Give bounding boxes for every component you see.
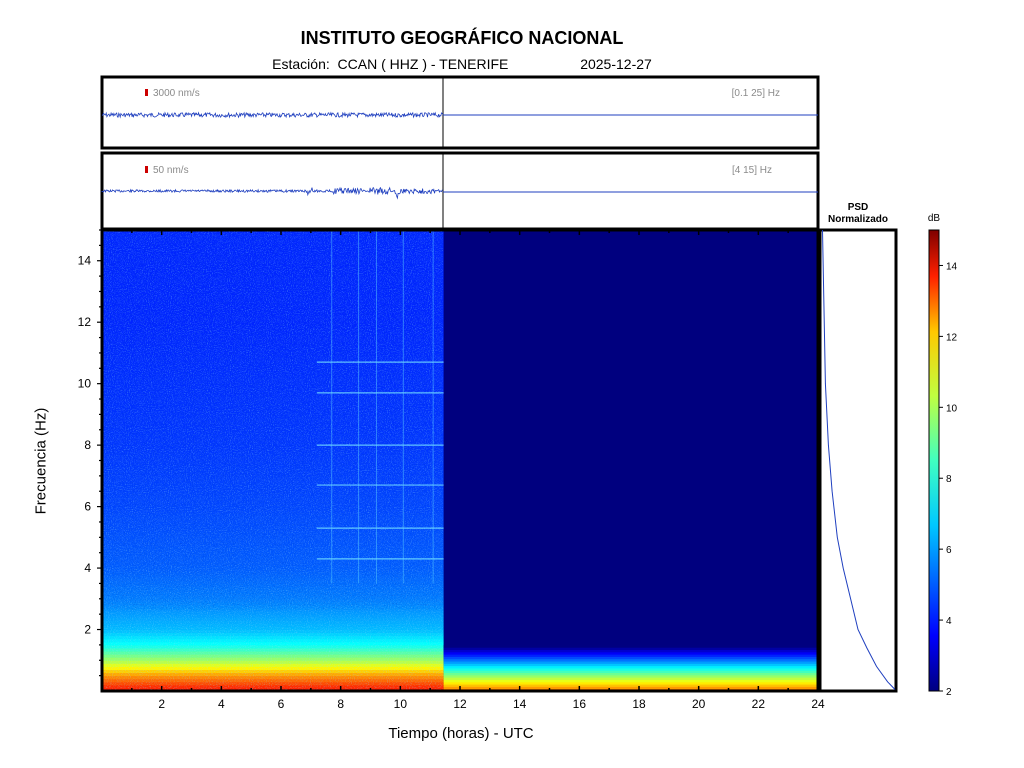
spectrogram-gap-row xyxy=(443,661,818,664)
spectrogram-gap-row xyxy=(443,679,818,683)
spectrogram-gap-row xyxy=(443,672,818,676)
spectrogram-gap-row xyxy=(443,651,818,655)
station-date: 2025-12-27 xyxy=(580,56,652,72)
x-axis-ticks: 2 4 6 8 10 12 14 16 18 20 22 24 xyxy=(131,230,825,711)
colorbar-tick-label: 12 xyxy=(946,332,958,343)
spectrogram-gap-row xyxy=(443,649,818,653)
scale-label-2: 50 nm/s xyxy=(153,165,189,176)
spectrogram-gap-row xyxy=(443,674,818,678)
colorbar: 2 4 6 8 10 12 14 xyxy=(928,229,958,698)
colorbar-tick-label: 6 xyxy=(946,545,952,556)
x-tick-label: 4 xyxy=(218,697,225,711)
spectrogram-gap-row xyxy=(443,647,818,651)
colorbar-tick-label: 14 xyxy=(946,261,958,272)
x-tick-label: 16 xyxy=(573,697,587,711)
psd-panel xyxy=(818,228,898,693)
station-name: CCAN ( HHZ ) - TENERIFE xyxy=(337,56,509,72)
psd-curve xyxy=(822,229,896,690)
spectrogram-gap-row xyxy=(443,665,818,669)
scale-label-1: 3000 nm/s xyxy=(153,88,200,99)
y-tick-label: 6 xyxy=(84,500,91,514)
spectrogram-noise-dark xyxy=(102,230,443,610)
scale-marker-2 xyxy=(145,166,148,173)
spectrogram-gap-row xyxy=(443,686,818,690)
colorbar-tick-label: 8 xyxy=(946,474,952,485)
x-tick-label: 14 xyxy=(513,697,527,711)
station-prefix: Estación: xyxy=(272,56,330,72)
spectrogram-gap-row xyxy=(443,656,818,660)
y-tick-label: 12 xyxy=(78,315,92,329)
psd-title-line2: Normalizado xyxy=(827,214,888,225)
psd-title-line1: PSD xyxy=(847,202,869,213)
spectrogram-gap-row xyxy=(443,644,818,648)
trace-path xyxy=(101,111,444,119)
x-tick-label: 18 xyxy=(632,697,646,711)
trace-panel-filtered: 50 nm/s [4 15] Hz xyxy=(100,151,820,231)
seismic-trace-1 xyxy=(101,111,444,119)
spectrogram-gap-row xyxy=(443,684,818,687)
spectrogram-gap-row xyxy=(443,663,818,667)
station-subtitle: Estación: CCAN ( HHZ ) - TENERIFE 2025-1… xyxy=(0,56,924,72)
colorbar-tick-label: 2 xyxy=(946,687,952,698)
x-tick-label: 20 xyxy=(692,697,706,711)
colorbar-label: dB xyxy=(927,213,941,224)
x-tick-label: 10 xyxy=(394,697,408,711)
y-tick-label: 4 xyxy=(84,561,91,575)
colorbar-tick-label: 4 xyxy=(946,616,952,627)
x-axis-label: Tiempo (horas) - UTC xyxy=(388,725,534,742)
band-label-2: [4 15] Hz xyxy=(732,165,772,176)
colorbar-tick-label: 10 xyxy=(946,403,958,414)
spectrogram-gap-row xyxy=(443,677,818,680)
seismic-trace-2 xyxy=(101,186,443,200)
x-tick-label: 8 xyxy=(337,697,344,711)
y-tick-label: 14 xyxy=(78,254,92,268)
spectrogram-gap-row xyxy=(443,670,818,674)
x-tick-label: 22 xyxy=(752,697,766,711)
spectrogram-gap-row xyxy=(443,681,818,685)
x-tick-label: 12 xyxy=(453,697,467,711)
band-label-1: [0.1 25] Hz xyxy=(732,88,780,99)
y-tick-label: 8 xyxy=(84,438,91,452)
y-tick-label: 2 xyxy=(84,623,91,637)
y-tick-label: 10 xyxy=(78,377,92,391)
spectrogram-gap-row xyxy=(443,658,818,662)
psd-title: PSD Normalizado xyxy=(820,202,896,226)
trace-path xyxy=(101,186,443,200)
trace-panel-broadband: 3000 nm/s [0.1 25] Hz xyxy=(100,75,820,150)
spectrogram-gap-row xyxy=(443,654,818,657)
colorbar-ticks: 2 4 6 8 10 12 14 xyxy=(939,261,958,698)
spectrogram-gap-row xyxy=(443,667,818,671)
y-axis-label: Frecuencia (Hz) xyxy=(32,407,50,515)
x-tick-label: 6 xyxy=(278,697,285,711)
x-tick-label: 24 xyxy=(811,697,825,711)
page-title: INSTITUTO GEOGRÁFICO NACIONAL xyxy=(300,28,624,48)
x-tick-label: 2 xyxy=(158,697,165,711)
scale-marker-1 xyxy=(145,89,148,96)
spectral-lines xyxy=(316,230,444,584)
